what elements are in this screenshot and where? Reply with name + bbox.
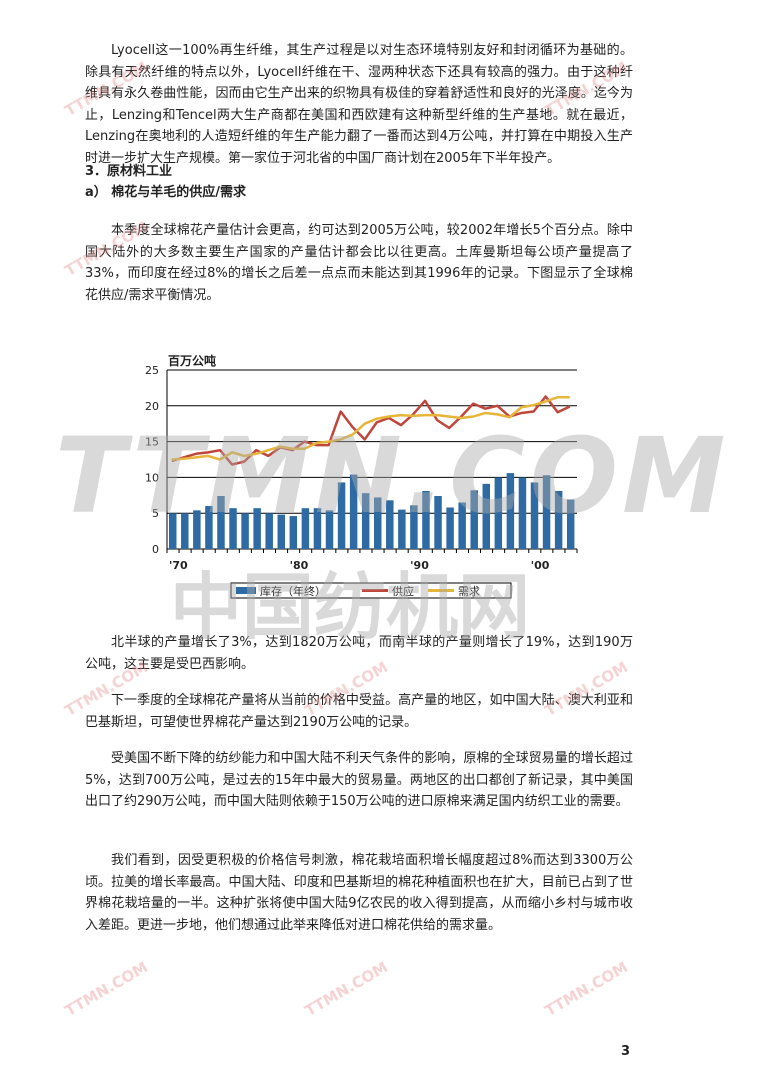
bar-stock-1990 — [410, 505, 418, 549]
bar-stock-1994 — [458, 502, 466, 549]
watermark-small: TTMN.COM — [301, 958, 391, 1020]
section-heading: 3．原材料工业 — [85, 164, 173, 179]
x-tick-label: '90 — [410, 559, 429, 572]
bar-stock-1979 — [277, 514, 286, 549]
paragraph-trade: 受美国不断下降的纺纱能力和中国大陆不利天气条件的影响，原棉的全球贸易量的增长超过… — [85, 751, 633, 810]
subsection-heading: a） 棉花与羊毛的供应/需求 — [85, 185, 247, 200]
bar-stock-1972 — [193, 510, 201, 549]
legend-label: 库存（年终） — [260, 584, 326, 598]
paragraph-hemispheres: 北半球的产量增长了3%，达到1820万公吨，而南半球的产量则增长了19%，达到1… — [85, 635, 633, 672]
bar-stock-1970 — [169, 513, 177, 549]
bar-stock-2003 — [566, 499, 575, 549]
bar-stock-1995 — [470, 490, 478, 549]
bar-stock-1978 — [265, 513, 273, 549]
bar-stock-1983 — [325, 510, 334, 549]
bar-stock-1993 — [446, 507, 454, 549]
bar-stock-1991 — [422, 491, 430, 549]
bar-stock-1973 — [205, 506, 213, 549]
bar-stock-2002 — [554, 491, 563, 549]
bar-stock-1980 — [289, 516, 298, 549]
bar-stock-1976 — [241, 513, 249, 549]
line-demand — [171, 395, 570, 461]
chart-unit-label: 百万公吨 — [168, 353, 216, 368]
x-tick-label: '70 — [169, 559, 188, 572]
watermark-small: TTMN.COM — [61, 958, 151, 1020]
bar-stock-1992 — [434, 496, 442, 549]
y-tick-label: 5 — [152, 507, 159, 520]
bar-stock-2000 — [530, 482, 539, 549]
bar-stock-1984 — [337, 482, 346, 549]
bar-stock-1985 — [349, 474, 358, 549]
paragraph-lyocell: Lyocell这一100%再生纤维，其生产过程是以对生态环境特别友好和封闭循环为… — [85, 43, 633, 166]
bar-stock-1971 — [181, 513, 189, 549]
bar-stock-1986 — [361, 493, 370, 549]
bar-stock-1989 — [398, 509, 406, 549]
bar-stock-1988 — [386, 500, 394, 549]
paragraph-next-season: 下一季度的全球棉花产量将从当前的价格中受益。高产量的地区，如中国大陆、澳大利亚和… — [85, 693, 633, 730]
legend-label: 需求 — [458, 585, 480, 598]
legend-label: 供应 — [392, 584, 414, 598]
bar-stock-2001 — [542, 475, 551, 549]
bar-stock-1999 — [518, 477, 527, 549]
y-tick-label: 0 — [152, 543, 159, 556]
bar-stock-1996 — [482, 483, 491, 549]
x-tick-label: '80 — [290, 559, 309, 572]
bar-stock-1998 — [506, 473, 515, 549]
y-tick-label: 25 — [145, 364, 159, 377]
page-number: 3 — [621, 1044, 631, 1059]
bar-stock-1997 — [494, 477, 503, 549]
paragraph-acreage: 我们看到，因受更积极的价格信号刺激，棉花栽培面积增长幅度超过8%而达到3300万… — [85, 853, 633, 933]
y-tick-label: 10 — [145, 471, 159, 484]
cotton-supply-demand-chart: 百万公吨 0 5 10 15 20 25 '70 '80 '90 '00 库存（年终） 供应 需求 — [145, 353, 578, 599]
watermark-small: TTMN.COM — [541, 958, 631, 1020]
bar-stock-1987 — [374, 497, 382, 549]
bar-stock-1977 — [253, 508, 261, 549]
bar-stock-1982 — [313, 508, 322, 549]
y-tick-label: 15 — [145, 436, 159, 449]
bar-stock-1975 — [229, 508, 237, 549]
legend-swatch-stock — [236, 587, 256, 594]
bar-stock-1981 — [301, 508, 310, 549]
bar-stock-1974 — [217, 496, 225, 549]
y-tick-label: 20 — [145, 400, 159, 413]
x-tick-label: '00 — [531, 559, 550, 572]
paragraph-cotton-production: 本季度全球棉花产量估计会更高，约可达到2005万公吨，较2002年增长5个百分点… — [85, 223, 633, 303]
line-supply — [171, 395, 571, 466]
